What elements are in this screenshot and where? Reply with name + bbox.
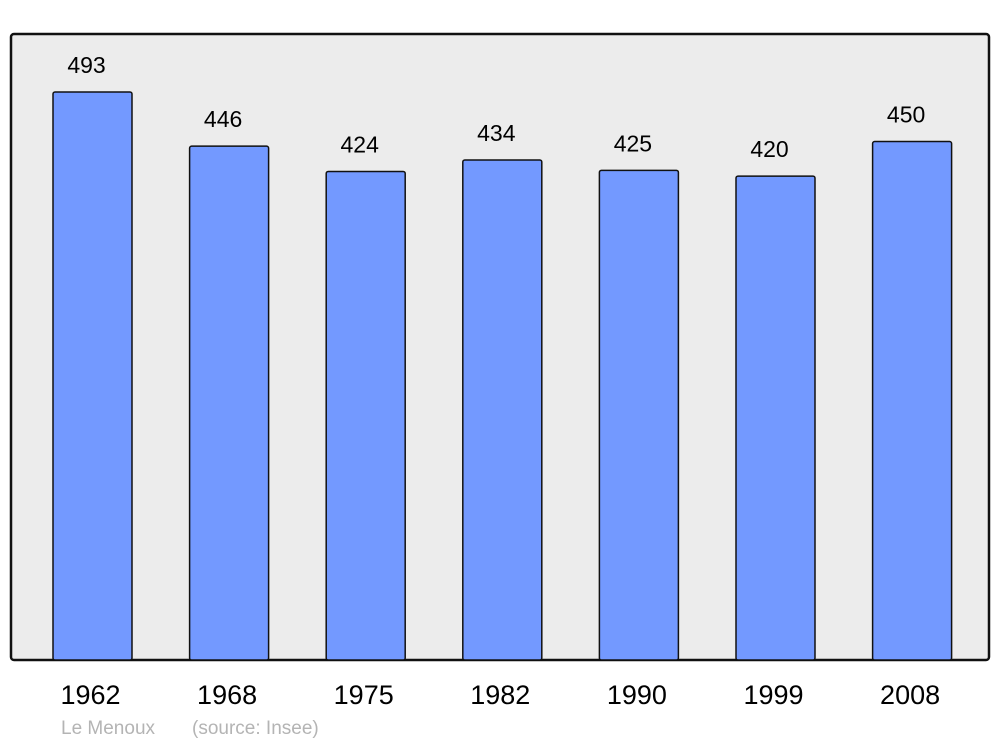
x-tick-label-1975: 1975 — [334, 680, 394, 710]
bar-1999 — [735, 175, 816, 661]
bar-1975 — [325, 170, 406, 661]
x-tick-label-1982: 1982 — [470, 680, 530, 710]
data-label-1990: 425 — [614, 130, 652, 156]
data-label-1962: 493 — [67, 52, 105, 78]
bar-1990 — [598, 169, 680, 661]
x-tick-label-1990: 1990 — [607, 680, 667, 710]
data-label-1968: 446 — [204, 106, 242, 132]
bar-1962 — [52, 91, 133, 661]
data-label-1999: 420 — [750, 136, 788, 162]
data-label-1975: 424 — [341, 131, 380, 157]
bar-2008 — [871, 140, 953, 661]
footer-place: Le Menoux — [61, 718, 156, 739]
x-tick-label-2008: 2008 — [880, 680, 940, 710]
bar-1968 — [188, 145, 270, 661]
data-label-2008: 450 — [887, 102, 925, 128]
x-tick-label-1999: 1999 — [743, 680, 803, 710]
bar-1982 — [462, 159, 543, 661]
data-label-1982: 434 — [477, 120, 516, 146]
x-tick-label-1962: 1962 — [60, 680, 120, 710]
x-tick-label-1968: 1968 — [197, 680, 257, 710]
footer-source: (source: Insee) — [192, 718, 319, 739]
